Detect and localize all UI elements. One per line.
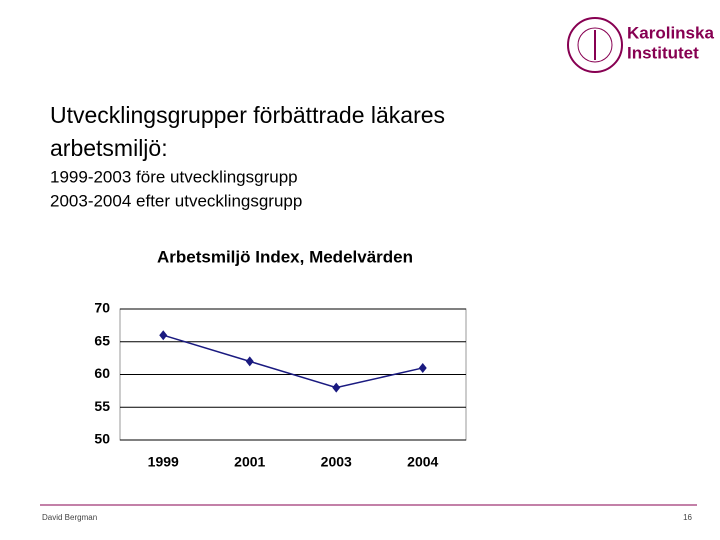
data-point [418,362,427,373]
data-point [332,382,341,393]
y-tick-label: 65 [94,332,110,348]
y-tick-label: 55 [94,398,110,414]
logo-seal [567,17,623,73]
x-tick-label: 2004 [407,454,438,470]
subtitle: 1999-2003 före utvecklingsgrupp [50,167,298,186]
logo-seal-inner [577,27,613,63]
data-line [163,334,423,389]
y-tick-label: 60 [94,365,110,381]
y-tick-label: 50 [94,431,110,447]
logo: Karolinska Institutet [567,17,714,73]
x-tick-label: 2003 [321,454,352,470]
slide-title: Utvecklingsgrupper förbättrade läkares [50,102,445,128]
data-point [245,356,254,367]
chart-title: Arbetsmiljö Index, Medelvärden [157,247,413,266]
y-tick-label: 70 [94,300,110,316]
logo-text: Karolinska [627,23,714,42]
logo-text: Institutet [627,43,699,62]
x-tick-label: 1999 [148,454,179,470]
data-point [159,330,168,341]
page-number: 16 [683,513,692,522]
subtitle: 2003-2004 efter utvecklingsgrupp [50,191,302,210]
slide-title: arbetsmiljö: [50,135,168,161]
x-tick-label: 2001 [234,454,265,470]
footer-author: David Bergman [42,513,97,522]
